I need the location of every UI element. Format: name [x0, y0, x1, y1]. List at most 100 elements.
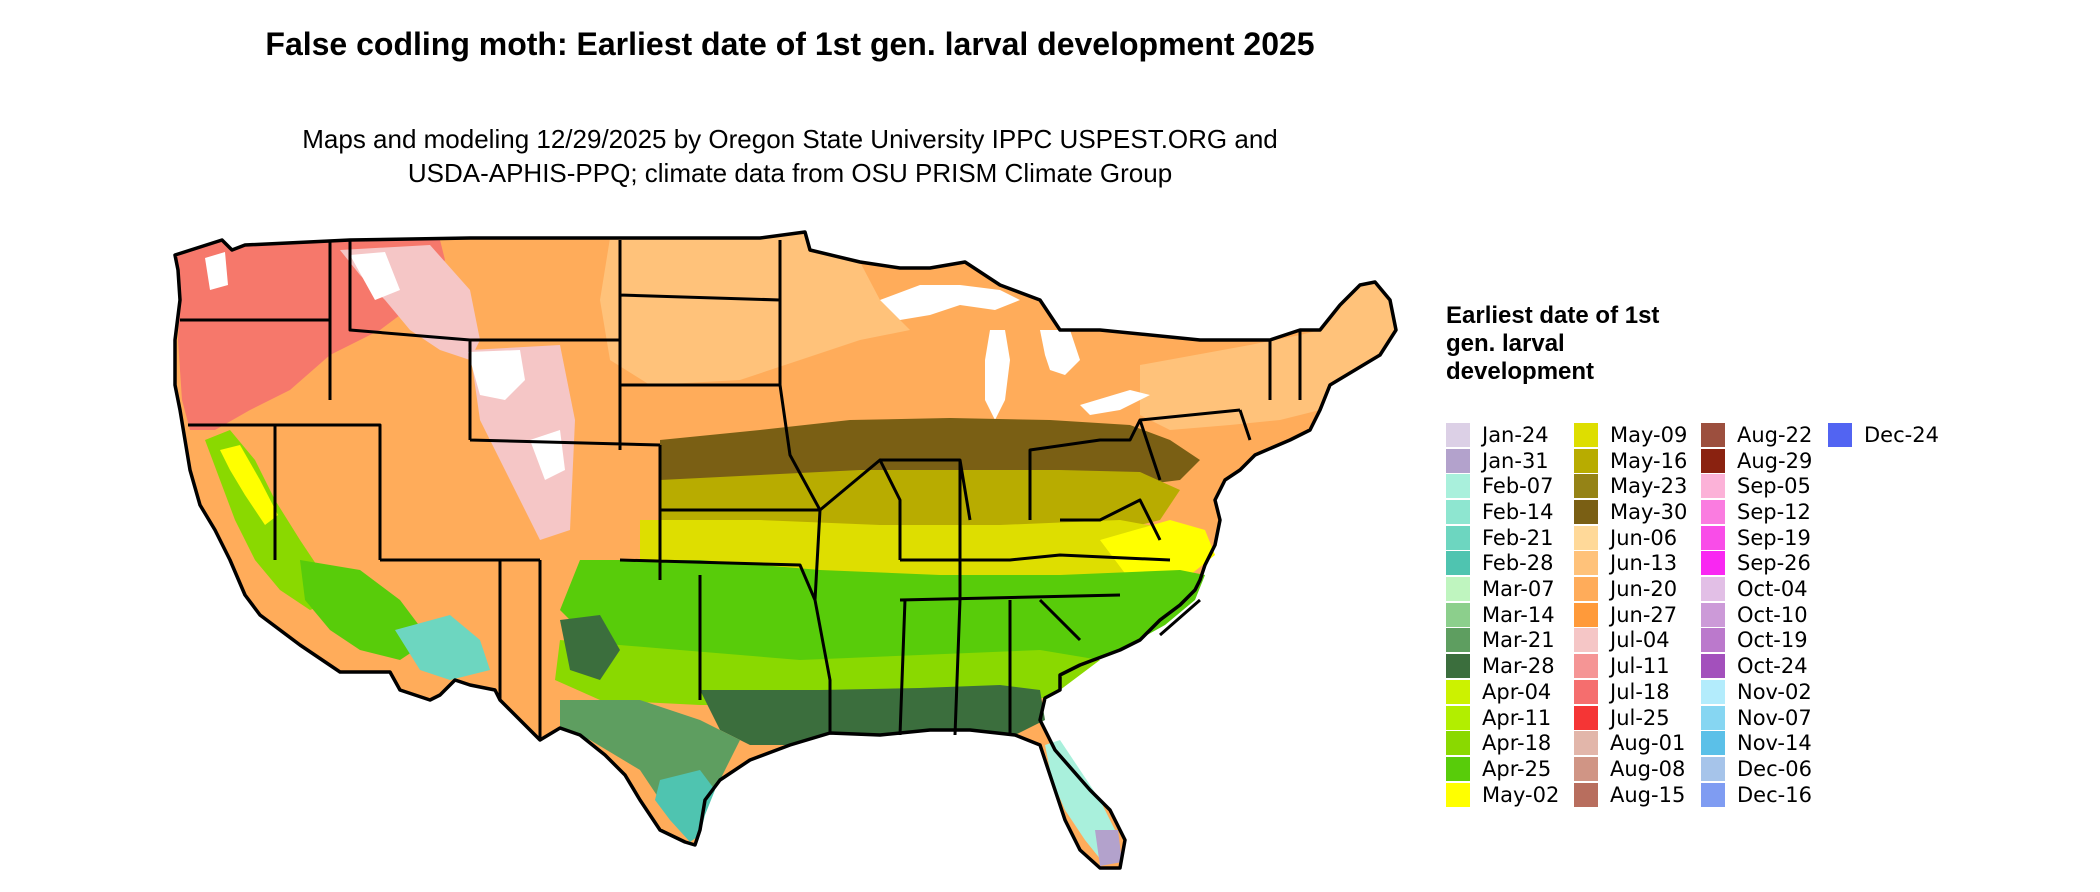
- legend-item: Aug-29: [1701, 448, 1812, 474]
- legend-label: Jun-06: [1610, 525, 1678, 550]
- legend-item: Oct-04: [1701, 576, 1808, 602]
- legend-swatch: [1701, 448, 1725, 473]
- legend-label: Apr-04: [1482, 679, 1552, 704]
- legend-item: Jul-18: [1574, 679, 1670, 705]
- legend-swatch: [1701, 577, 1725, 602]
- map-title: False codling moth: Earliest date of 1st…: [180, 24, 1400, 64]
- florida-tip-lavender: [1095, 830, 1122, 866]
- legend-swatch: [1446, 525, 1470, 550]
- legend-label: Mar-14: [1482, 602, 1555, 627]
- legend-swatch: [1701, 551, 1725, 576]
- legend-label: Oct-10: [1737, 602, 1808, 627]
- legend-item: Jan-24: [1446, 422, 1549, 448]
- legend-swatch: [1574, 525, 1598, 550]
- legend-label: Aug-01: [1610, 731, 1686, 756]
- legend-item: Apr-04: [1446, 679, 1551, 705]
- legend-swatch: [1574, 422, 1598, 447]
- legend-label: Nov-02: [1737, 679, 1812, 704]
- legend-swatch: [1446, 679, 1470, 704]
- lake-michigan: [985, 330, 1010, 420]
- legend-label: Feb-21: [1482, 525, 1554, 550]
- legend-item: Jul-04: [1574, 628, 1670, 654]
- legend-item: Apr-11: [1446, 705, 1551, 731]
- legend-item: Jan-31: [1446, 448, 1549, 474]
- legend-label: Jan-24: [1482, 422, 1549, 447]
- legend-label: Sep-19: [1737, 525, 1811, 550]
- legend-swatch: [1701, 602, 1725, 627]
- olympic-snow: [205, 252, 228, 290]
- legend-label: Sep-26: [1737, 551, 1811, 576]
- legend-swatch: [1574, 756, 1598, 781]
- legend-label: Mar-07: [1482, 577, 1555, 602]
- legend-swatch: [1701, 782, 1725, 807]
- legend-label: May-30: [1610, 499, 1688, 524]
- legend-item: May-30: [1574, 499, 1687, 525]
- legend-label: Apr-11: [1482, 705, 1552, 730]
- legend-swatch: [1446, 705, 1470, 730]
- legend-swatch: [1446, 756, 1470, 781]
- legend-label: Aug-22: [1737, 422, 1813, 447]
- legend-label: Jul-04: [1610, 628, 1670, 653]
- legend-label: Oct-24: [1737, 654, 1808, 679]
- legend-item: Sep-05: [1701, 473, 1811, 499]
- map-subtitle: Maps and modeling 12/29/2025 by Oregon S…: [180, 122, 1400, 190]
- legend-swatch: [1701, 705, 1725, 730]
- legend-label: Feb-28: [1482, 551, 1554, 576]
- subtitle-line-2: USDA-APHIS-PPQ; climate data from OSU PR…: [407, 158, 1173, 188]
- legend-swatch: [1446, 422, 1470, 447]
- legend-swatch: [1574, 782, 1598, 807]
- legend-label: Jun-13: [1610, 551, 1678, 576]
- legend-item: Feb-28: [1446, 551, 1553, 577]
- legend-swatch: [1446, 654, 1470, 679]
- legend-label: Nov-07: [1737, 705, 1812, 730]
- us-outline: [173, 230, 1398, 870]
- legend-swatch: [1446, 577, 1470, 602]
- legend-label: Jul-18: [1610, 679, 1670, 704]
- legend-label: May-16: [1610, 448, 1688, 473]
- legend-item: Jul-11: [1574, 653, 1670, 679]
- legend-swatch: [1574, 551, 1598, 576]
- legend-swatch: [1701, 525, 1725, 550]
- legend-swatch: [1574, 577, 1598, 602]
- legend-swatch: [1446, 499, 1470, 524]
- legend-swatch: [1446, 448, 1470, 473]
- legend-label: Aug-08: [1610, 756, 1686, 781]
- legend-label: Dec-06: [1737, 756, 1812, 781]
- central-valley-yellow: [220, 445, 278, 525]
- legend-label: Jan-31: [1482, 448, 1549, 473]
- legend-label: Feb-07: [1482, 474, 1554, 499]
- legend-swatch: [1701, 731, 1725, 756]
- legend-label: Jun-20: [1610, 577, 1678, 602]
- legend-item: Feb-07: [1446, 473, 1553, 499]
- legend-label: Dec-16: [1737, 782, 1812, 807]
- legend-item: Oct-19: [1701, 628, 1808, 654]
- legend-item: Sep-19: [1701, 525, 1811, 551]
- legend-swatch: [1574, 679, 1598, 704]
- legend-label: Apr-25: [1482, 756, 1552, 781]
- legend-item: Nov-02: [1701, 679, 1812, 705]
- legend-swatch: [1574, 654, 1598, 679]
- legend-swatch: [1446, 628, 1470, 653]
- legend-item: Mar-28: [1446, 653, 1555, 679]
- legend-item: Aug-01: [1574, 730, 1685, 756]
- lake-superior: [880, 285, 1020, 320]
- legend-swatch: [1574, 499, 1598, 524]
- texas-west-green: [560, 615, 620, 680]
- legend-label: Jul-25: [1610, 705, 1670, 730]
- legend-item: Oct-10: [1701, 602, 1808, 628]
- legend-swatch: [1574, 628, 1598, 653]
- legend-swatch: [1574, 602, 1598, 627]
- legend-label: Mar-28: [1482, 654, 1555, 679]
- legend-title: Earliest date of 1st gen. larval develop…: [1446, 302, 1660, 385]
- map-title-text: False codling moth: Earliest date of 1st…: [265, 26, 1315, 62]
- legend-swatch: [1701, 654, 1725, 679]
- state-borders: [180, 240, 1332, 740]
- legend-item: Aug-22: [1701, 422, 1812, 448]
- legend-swatch: [1701, 499, 1725, 524]
- legend-swatch: [1574, 705, 1598, 730]
- legend-item: Dec-06: [1701, 756, 1812, 782]
- legend-item: Sep-12: [1701, 499, 1811, 525]
- legend-swatch: [1701, 679, 1725, 704]
- legend-label: Feb-14: [1482, 499, 1554, 524]
- legend-item: Sep-26: [1701, 551, 1811, 577]
